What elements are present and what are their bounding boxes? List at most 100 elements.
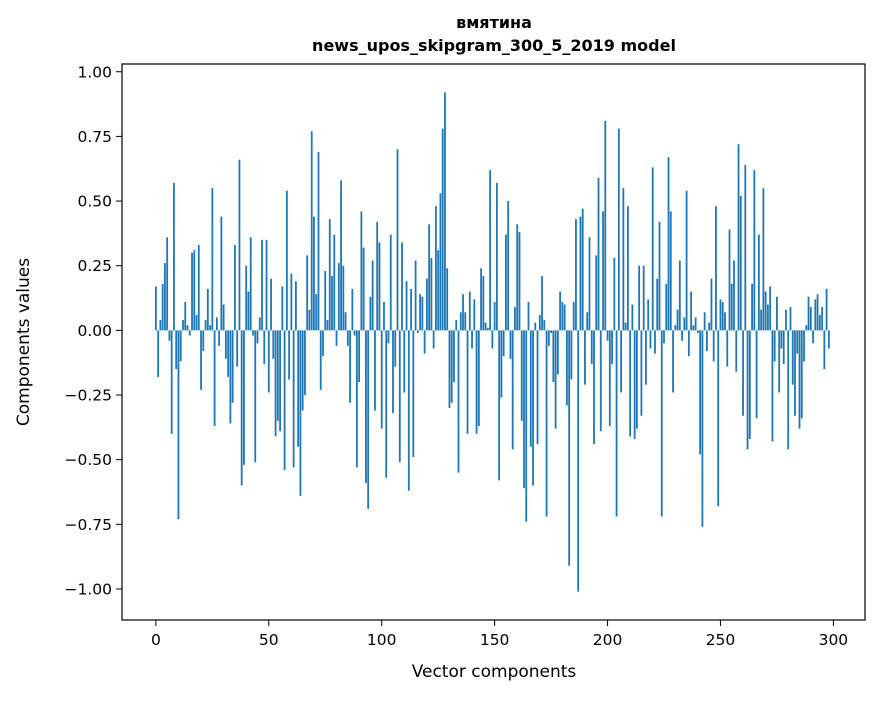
bar xyxy=(771,330,774,442)
bar-series xyxy=(154,92,830,592)
bar xyxy=(249,237,252,331)
bar xyxy=(534,322,537,331)
bar xyxy=(556,330,559,375)
bar xyxy=(389,234,392,331)
bar xyxy=(432,330,435,349)
bar xyxy=(441,128,444,331)
bar xyxy=(543,320,546,331)
bar xyxy=(462,294,464,331)
bar xyxy=(827,330,830,349)
bar xyxy=(593,330,595,445)
bar xyxy=(642,265,645,331)
bar xyxy=(425,278,428,331)
bar xyxy=(448,330,451,408)
bar xyxy=(200,330,202,390)
bar xyxy=(751,283,753,331)
bar xyxy=(177,330,180,520)
bar xyxy=(263,330,266,364)
bar xyxy=(536,330,539,445)
bar xyxy=(561,301,564,331)
chart-title: вмятина xyxy=(456,13,532,32)
bar xyxy=(696,330,699,333)
y-tick-label: −0.25 xyxy=(65,387,113,405)
bar xyxy=(369,296,372,331)
bar xyxy=(780,330,783,349)
bar xyxy=(575,219,577,331)
bar xyxy=(778,330,781,393)
bar xyxy=(297,330,300,447)
bar xyxy=(764,291,767,331)
bar xyxy=(170,330,173,434)
bar xyxy=(694,317,697,331)
bar xyxy=(654,330,656,354)
bar xyxy=(647,299,650,331)
bar xyxy=(342,265,345,331)
bar xyxy=(482,276,485,331)
bar xyxy=(636,330,638,429)
bar xyxy=(238,159,241,331)
bar xyxy=(676,309,679,331)
bar xyxy=(717,330,720,507)
bar xyxy=(484,322,487,331)
bar xyxy=(215,317,218,331)
bar xyxy=(669,211,672,331)
y-tick-label: 0.50 xyxy=(77,193,112,211)
bar xyxy=(568,330,571,566)
bar xyxy=(351,288,354,331)
bar xyxy=(193,250,196,331)
bar xyxy=(279,330,281,432)
bar xyxy=(430,257,433,331)
bar xyxy=(726,330,729,367)
bar xyxy=(299,330,302,496)
bar xyxy=(315,294,318,331)
bar xyxy=(355,330,358,468)
bar xyxy=(378,242,381,331)
bar xyxy=(645,330,647,385)
bar xyxy=(656,278,659,331)
plot-frame xyxy=(121,63,866,621)
bar xyxy=(620,330,623,393)
bar xyxy=(541,276,543,331)
bar xyxy=(597,177,600,331)
y-tick-label: −0.75 xyxy=(65,516,113,534)
bar xyxy=(710,278,713,331)
bar xyxy=(371,260,374,331)
bar xyxy=(396,149,399,331)
bar xyxy=(267,330,270,393)
bar xyxy=(737,144,740,331)
bar xyxy=(401,242,403,331)
bar xyxy=(182,320,184,331)
bar xyxy=(220,216,223,331)
bar xyxy=(489,170,492,331)
bar xyxy=(218,330,221,346)
bar xyxy=(464,312,467,331)
bar xyxy=(344,312,347,331)
bar xyxy=(328,219,331,331)
bar xyxy=(367,330,370,509)
bar xyxy=(570,330,573,380)
bar xyxy=(626,206,629,331)
bar xyxy=(310,131,313,331)
x-tick-label: 250 xyxy=(706,631,736,649)
bar xyxy=(579,216,582,331)
bar xyxy=(502,330,505,357)
bar xyxy=(608,330,611,427)
bar xyxy=(184,301,187,331)
x-tick-label: 100 xyxy=(367,631,397,649)
bar xyxy=(306,255,309,331)
bar xyxy=(520,330,523,421)
bar xyxy=(313,216,315,331)
bar xyxy=(554,330,557,429)
bar xyxy=(385,330,388,478)
bar xyxy=(477,330,480,427)
bar xyxy=(823,330,826,370)
bar xyxy=(383,301,385,331)
bar xyxy=(683,317,686,331)
bar xyxy=(206,288,209,331)
bar xyxy=(331,276,333,331)
bar xyxy=(202,330,205,352)
bar xyxy=(821,307,823,331)
bar xyxy=(405,281,408,331)
bar xyxy=(708,322,711,331)
bar xyxy=(274,330,277,437)
